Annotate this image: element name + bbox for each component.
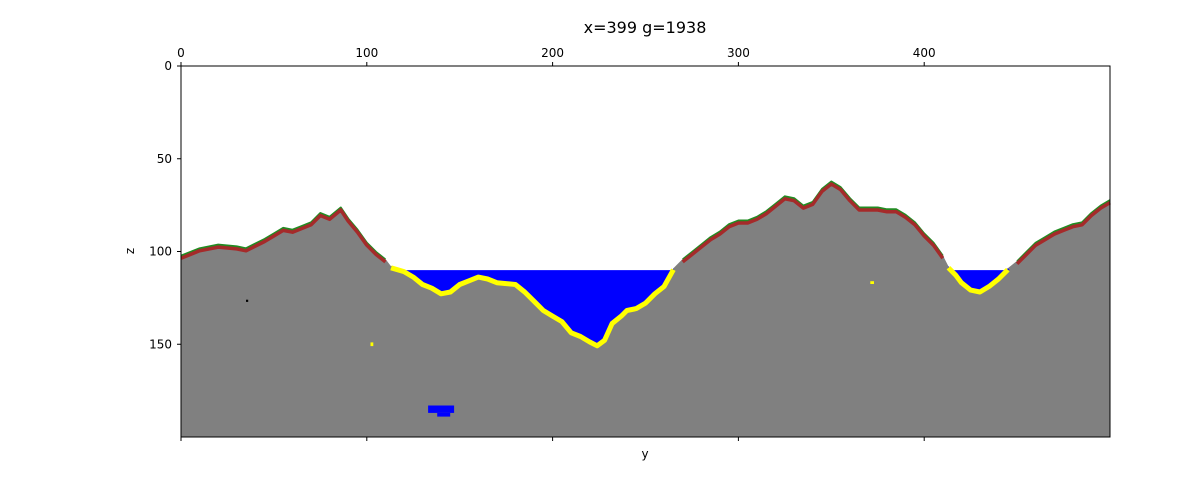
top-tick-label-3: 300 <box>727 46 750 60</box>
bottom-axis <box>180 437 925 441</box>
chart-title: x=399 g=1938 <box>584 18 707 37</box>
sand-rim-0 <box>390 265 676 349</box>
top-tick-label-2: 200 <box>541 46 564 60</box>
left-tick-label-1: 50 <box>157 152 172 166</box>
feature-water-0 <box>428 405 455 413</box>
features-layer <box>246 281 874 417</box>
lakes-layer <box>390 265 1010 349</box>
top-tick-label-0: 0 <box>177 46 185 60</box>
left-tick-label-3: 150 <box>149 337 172 351</box>
dirt-layer <box>180 182 1111 266</box>
sand-rim-1 <box>946 266 1010 295</box>
top-axis: 0 100 200 300 400 <box>177 46 936 66</box>
lake-0 <box>391 266 674 345</box>
x-axis-label: y <box>641 447 648 461</box>
feature-sand-2 <box>870 281 874 284</box>
top-tick-label-4: 400 <box>913 46 936 60</box>
y-axis-label: z <box>123 248 137 254</box>
left-tick-label-0: 0 <box>164 59 172 73</box>
feature-water-tail-0 <box>437 412 451 417</box>
feature-sand-1 <box>370 342 374 347</box>
left-tick-label-2: 100 <box>149 245 172 259</box>
plot-area <box>180 65 1111 438</box>
top-tick-label-1: 100 <box>355 46 378 60</box>
stone-terrain <box>181 181 1110 437</box>
lake-1 <box>948 266 1010 291</box>
left-axis: 0 50 100 150 <box>149 59 181 351</box>
feature-coal-3 <box>246 299 249 302</box>
